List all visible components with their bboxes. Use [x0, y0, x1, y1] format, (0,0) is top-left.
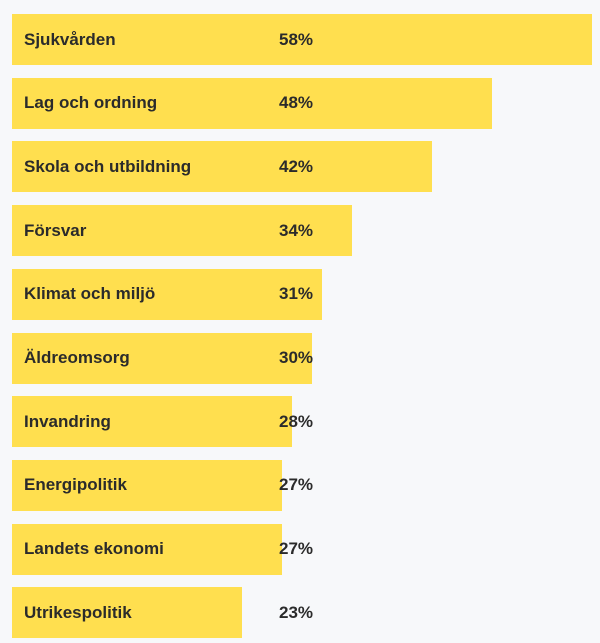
value-label-skola-och-utbildning: 42% — [279, 156, 314, 176]
bar-row-sjukvarden: Sjukvården 58% — [12, 14, 600, 65]
bar-skola-och-utbildning — [12, 141, 432, 193]
bar-row-forsvar: Försvar 34% — [12, 205, 600, 257]
value-label-sjukvarden: 58% — [279, 29, 314, 49]
value-label-landets-ekonomi: 27% — [279, 539, 314, 559]
category-label-energipolitik: Energipolitik — [24, 475, 127, 495]
category-label-klimat-och-miljo: Klimat och miljö — [24, 284, 156, 304]
value-label-klimat-och-miljo: 31% — [279, 284, 314, 304]
value-label-aldreomsorg: 30% — [279, 348, 314, 367]
bar-aldreomsorg — [12, 332, 312, 384]
value-label-lag-och-ordning: 48% — [279, 93, 314, 113]
bar-lag-och-ordning — [12, 77, 492, 129]
category-label-landets-ekonomi: Landets ekonomi — [24, 539, 164, 559]
category-label-aldreomsorg: Äldreomsorg — [24, 348, 130, 367]
value-label-utrikespolitik: 23% — [279, 602, 314, 622]
category-label-invandring: Invandring — [24, 411, 111, 431]
bar-row-skola-och-utbildning: Skola och utbildning 42% — [12, 141, 600, 193]
category-label-lag-och-ordning: Lag och ordning — [24, 93, 158, 113]
bar-row-aldreomsorg: Äldreomsorg 30% — [12, 332, 600, 384]
value-label-forsvar: 34% — [279, 220, 314, 240]
bar-row-invandring: Invandring 28% — [12, 396, 600, 448]
value-label-invandring: 28% — [279, 411, 314, 431]
bar-klimat-och-miljo — [12, 268, 322, 320]
category-label-forsvar: Försvar — [24, 220, 87, 240]
bar-row-landets-ekonomi: Landets ekonomi 27% — [12, 523, 600, 575]
bar-forsvar — [12, 205, 352, 257]
bar-landets-ekonomi — [12, 523, 282, 575]
value-label-energipolitik: 27% — [279, 475, 314, 495]
category-label-sjukvarden: Sjukvården — [24, 29, 116, 49]
bar-row-energipolitik: Energipolitik 27% — [12, 459, 600, 511]
bar-energipolitik — [12, 459, 282, 511]
bar-utrikespolitik — [12, 587, 242, 639]
category-label-skola-och-utbildning: Skola och utbildning — [24, 156, 192, 176]
bar-row-klimat-och-miljo: Klimat och miljö 31% — [12, 268, 600, 320]
bar-row-utrikespolitik: Utrikespolitik 23% — [12, 587, 600, 639]
bar-row-lag-och-ordning: Lag och ordning 48% — [12, 77, 600, 129]
category-label-utrikespolitik: Utrikespolitik — [24, 602, 132, 622]
bar-invandring — [12, 396, 292, 448]
bar-sjukvarden — [12, 14, 592, 65]
